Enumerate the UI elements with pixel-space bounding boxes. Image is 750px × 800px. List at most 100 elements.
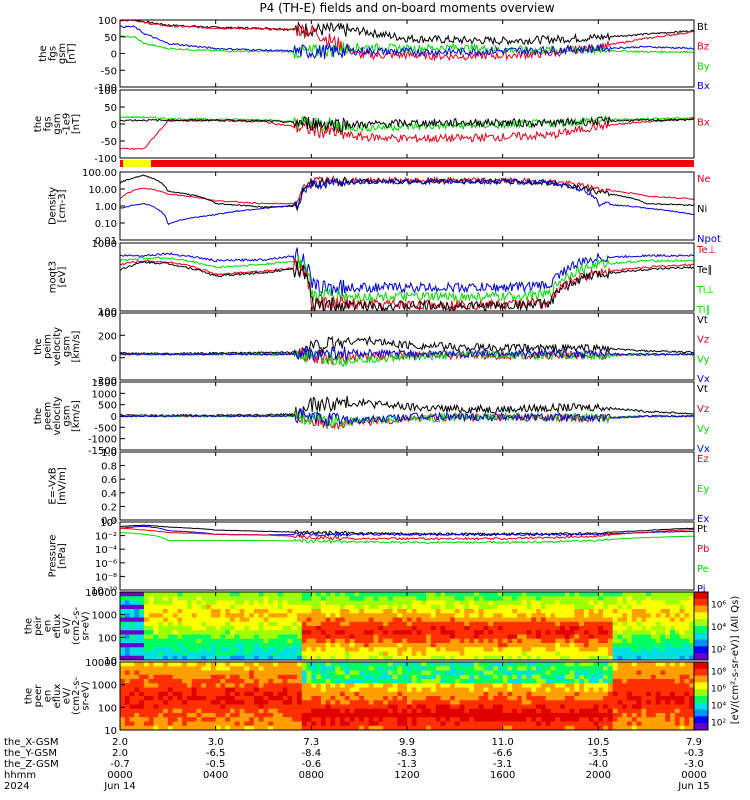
heatmap-cell — [588, 626, 595, 631]
footer-value: -3.0 — [684, 759, 704, 770]
heatmap-cell — [258, 713, 265, 718]
heatmap-cell — [646, 643, 652, 648]
heatmap-cell — [660, 713, 666, 718]
heatmap-cell — [660, 717, 666, 723]
heatmap-cell — [560, 700, 566, 706]
heatmap-cell — [574, 696, 580, 701]
heatmap-cell — [354, 604, 360, 610]
heatmap-cell — [402, 691, 408, 697]
heatmap-cell — [378, 651, 384, 657]
heatmap-cell — [507, 713, 513, 718]
heatmap-cell — [349, 600, 355, 606]
heatmap-cell — [655, 592, 662, 597]
heatmap-cell — [469, 683, 475, 689]
heatmap-cell — [139, 721, 145, 727]
heatmap-cell — [579, 613, 585, 619]
heatmap-cell — [469, 662, 475, 667]
heatmap-cell — [512, 617, 518, 623]
heatmap-cell — [148, 604, 155, 610]
heatmap-cell — [258, 725, 265, 730]
heatmap-cell — [354, 600, 360, 606]
legend-Ne: Ne — [697, 174, 711, 185]
heatmap-cell — [684, 630, 690, 636]
heatmap-cell — [478, 670, 485, 676]
heatmap-cell — [493, 666, 499, 672]
heatmap-cell — [560, 604, 566, 610]
heatmap-cell — [526, 670, 532, 676]
heatmap-cell — [134, 721, 140, 727]
heatmap-cell — [359, 700, 365, 706]
heatmap-cell — [349, 666, 355, 672]
heatmap-cell — [670, 687, 676, 693]
heatmap-cell — [129, 643, 135, 648]
heatmap-cell — [636, 592, 642, 597]
heatmap-cell — [526, 626, 532, 631]
heatmap-cell — [569, 647, 576, 653]
heatmap-cell — [163, 683, 169, 689]
heatmap-cell — [158, 700, 164, 706]
heatmap-cell — [493, 643, 499, 648]
heatmap-cell — [502, 687, 509, 693]
heatmap-cell — [249, 708, 255, 714]
heatmap-cell — [536, 609, 542, 614]
heatmap-cell — [397, 725, 403, 730]
heatmap-cell — [464, 613, 470, 619]
heatmap-cell — [612, 609, 619, 614]
heatmap-cell — [387, 655, 394, 660]
heatmap-cell — [210, 604, 217, 610]
heatmap-cell — [397, 647, 403, 653]
heatmap-cell — [392, 662, 399, 667]
heatmap-cell — [163, 613, 169, 619]
heatmap-cell — [201, 708, 207, 714]
heatmap-cell — [177, 634, 183, 640]
heatmap-cell — [177, 609, 183, 614]
heatmap-cell — [234, 687, 241, 693]
y-axis-label: E=-VxB — [47, 467, 58, 504]
heatmap-cell — [536, 662, 542, 667]
heatmap-cell — [531, 621, 537, 627]
heatmap-cell — [230, 634, 236, 640]
heatmap-cell — [316, 713, 322, 718]
heatmap-cell — [349, 621, 355, 627]
heatmap-cell — [430, 713, 437, 718]
heatmap-cell — [392, 630, 399, 636]
heatmap-cell — [607, 679, 614, 684]
heatmap-cell — [450, 634, 456, 640]
heatmap-cell — [244, 717, 250, 723]
heatmap-cell — [435, 725, 442, 730]
heatmap-cell — [306, 721, 312, 727]
heatmap-cell — [273, 683, 279, 689]
heatmap-cell — [153, 626, 159, 631]
heatmap-cell — [450, 592, 456, 597]
heatmap-cell — [230, 662, 236, 667]
heatmap-cell — [598, 696, 604, 701]
heatmap-cell — [167, 592, 174, 597]
heatmap-cell — [167, 647, 174, 653]
heatmap-cell — [540, 643, 547, 648]
heatmap-cell — [569, 592, 576, 597]
heatmap-cell — [502, 651, 509, 657]
heatmap-cell — [191, 700, 198, 706]
heatmap-cell — [253, 655, 260, 660]
heatmap-cell — [249, 691, 255, 697]
heatmap-cell — [373, 647, 379, 653]
heatmap-cell — [416, 687, 422, 693]
heatmap-cell — [631, 708, 638, 714]
heatmap-cell — [603, 600, 609, 606]
heatmap-cell — [191, 670, 198, 676]
heatmap-cell — [335, 666, 341, 672]
heatmap-cell — [277, 717, 284, 723]
heatmap-cell — [330, 647, 336, 653]
y-tick-label: -100 — [94, 154, 117, 165]
heatmap-cell — [311, 687, 317, 693]
heatmap-cell — [540, 638, 547, 644]
heatmap-cell — [387, 604, 394, 610]
heatmap-cell — [641, 647, 647, 653]
heatmap-cell — [430, 655, 437, 660]
heatmap-cell — [655, 717, 662, 723]
heatmap-cell — [163, 609, 169, 614]
heatmap-cell — [335, 613, 341, 619]
heatmap-cell — [612, 683, 619, 689]
heatmap-cell — [397, 670, 403, 676]
heatmap-cell — [148, 670, 155, 676]
